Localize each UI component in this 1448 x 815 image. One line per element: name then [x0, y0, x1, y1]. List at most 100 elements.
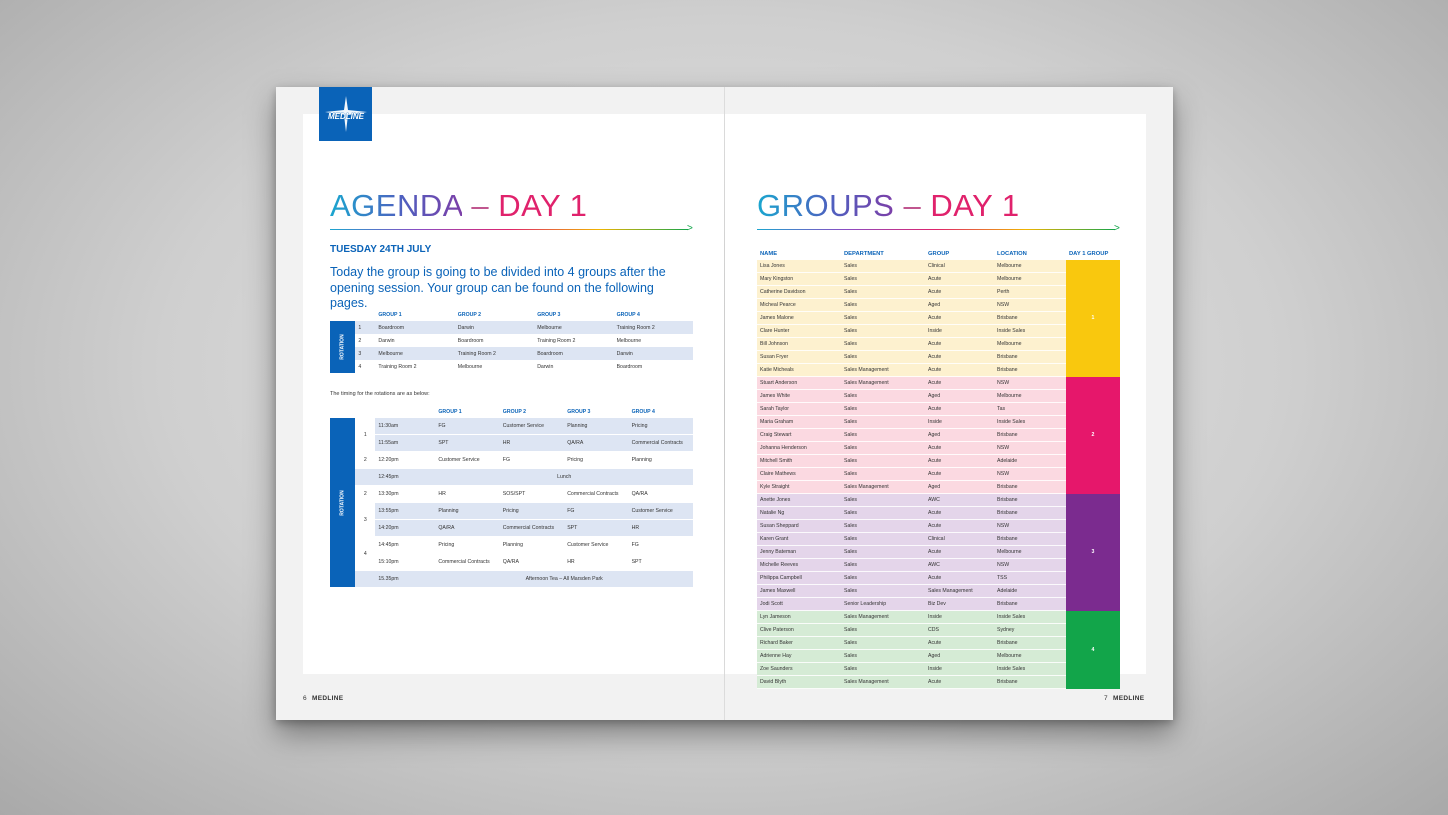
cell: NSW — [994, 441, 1066, 455]
cell: Senior Leadership — [841, 597, 925, 611]
rotation-table: GROUP 1 GROUP 2 GROUP 3 GROUP 4 ROTATION… — [330, 308, 693, 373]
cell: Richard Baker — [757, 636, 841, 650]
table-row: James Malone Sales Acute Brisbane — [757, 311, 1120, 325]
cell: Melbourne — [537, 324, 562, 331]
cell: Biz Dev — [925, 597, 994, 611]
cell: FG — [564, 502, 629, 520]
cell: Sales — [841, 415, 925, 429]
cell: Melbourne — [994, 545, 1066, 559]
cell: Sales Management — [841, 480, 925, 494]
row-number — [355, 570, 376, 588]
groups-title-main: GROUPS — [757, 188, 895, 223]
cell: Brisbane — [994, 636, 1066, 650]
table-row: James White Sales Aged Melbourne — [757, 389, 1120, 403]
agenda-title: AGENDA – DAY 1 — [330, 188, 587, 224]
table-row: 2 13:30pm HR SOS/SPT Commercial Contracts QA/… — [330, 485, 693, 503]
cell: Planning — [499, 536, 565, 554]
table-row: Philippa Campbell Sales Acute TSS — [757, 571, 1120, 585]
cell: Anette Jones — [757, 493, 841, 507]
timing-header: GROUP 4 — [631, 409, 655, 415]
cell: Acute — [925, 376, 994, 390]
cell: Katie Micheals — [757, 363, 841, 377]
cell: Susan Sheppard — [757, 519, 841, 533]
cell: FG — [435, 418, 500, 435]
time-cell: 14:20pm — [375, 519, 436, 537]
table-row: Johanna Henderson Sales Acute NSW — [757, 441, 1120, 455]
cell: Sales — [841, 402, 925, 416]
rotation-header: GROUP 4 — [616, 311, 640, 318]
table-row: Susan Fryer Sales Acute Brisbane — [757, 350, 1120, 364]
time-cell: 13:30pm — [375, 485, 436, 503]
timing-header: GROUP 1 — [438, 409, 462, 415]
cell: Melbourne — [457, 363, 483, 370]
cell: Brisbane — [994, 675, 1066, 689]
table-row: Lyn Jameson Sales Management Inside Inside … — [757, 610, 1120, 689]
cell: Inside Sales — [994, 610, 1066, 624]
table-row: Natalie Ng Sales Acute Brisbane — [757, 506, 1120, 520]
cell: Clinical — [925, 260, 994, 273]
row-number: 4 — [355, 536, 376, 571]
cell: NSW — [994, 467, 1066, 481]
cell: Sales — [841, 558, 925, 572]
cell: Sales Management — [841, 376, 925, 390]
cell: Commercial Contracts — [628, 434, 693, 452]
cell: Adelaide — [994, 454, 1066, 468]
cell: Commercial Contracts — [564, 485, 629, 503]
time-cell: 11:30am — [375, 418, 436, 435]
cell: HR — [499, 434, 565, 452]
table-row: Jodi Scott Senior Leadership Biz Dev Brisba… — [757, 597, 1120, 611]
cell: AWC — [925, 493, 994, 507]
groups-title-sep: – — [894, 188, 931, 223]
cell: Acute — [925, 285, 994, 299]
cell: Sales — [841, 272, 925, 286]
cell: Sales — [841, 428, 925, 442]
table-row: 15.35pm Afternoon Tea – All Marsden Park — [330, 570, 693, 588]
row-number: 3 — [358, 350, 362, 357]
cell: Melbourne — [378, 350, 403, 357]
cell: Pricing — [435, 536, 500, 554]
groups-header: LOCATION — [997, 250, 1027, 257]
groups-table: NAME DEPARTMENT GROUP LOCATION DAY 1 GRO… — [757, 247, 1120, 689]
cell: Training Room 2 — [616, 324, 655, 331]
cell: Sales — [841, 389, 925, 403]
table-row: David Blyth Sales Management Acute Brisbane — [757, 675, 1120, 689]
cell: Acute — [925, 441, 994, 455]
cell: QA/RA — [499, 553, 565, 571]
cell: FG — [628, 536, 693, 554]
table-row: 4 14:45pm Pricing Planning Customer Service F… — [330, 536, 693, 571]
cell: Sales — [841, 545, 925, 559]
cell: Sales — [841, 493, 925, 507]
groups-header: GROUP — [928, 250, 950, 257]
cell: Acute — [925, 350, 994, 364]
cell: Boardroom — [378, 324, 405, 331]
cell: Sales Management — [841, 675, 925, 689]
cell: Brisbane — [994, 506, 1066, 520]
table-row: Karen Grant Sales Clinical Brisbane — [757, 532, 1120, 546]
agenda-intro: Today the group is going to be divided i… — [330, 265, 666, 310]
table-row: Katie Micheals Sales Management Acute Brisb… — [757, 363, 1120, 377]
cell: Sales — [841, 350, 925, 364]
cell: Customer Service — [564, 536, 629, 554]
timing-header: GROUP 2 — [502, 409, 527, 415]
table-row: 4 Training Room 2 Melbourne Darwin Board… — [330, 360, 693, 373]
rotation-header: GROUP 3 — [537, 311, 561, 318]
cell: Inside — [925, 415, 994, 429]
row-number: 3 — [355, 502, 376, 537]
cell: Brisbane — [994, 597, 1066, 611]
cell: Darwin — [616, 350, 633, 357]
cell: David Blyth — [757, 675, 841, 689]
cell: Darwin — [457, 324, 474, 331]
cell: Brisbane — [994, 428, 1066, 442]
cell: Natalie Ng — [757, 506, 841, 520]
agenda-date: TUESDAY 24TH JULY — [330, 244, 432, 255]
cell: Acute — [925, 337, 994, 351]
cell: Sales — [841, 636, 925, 650]
cell: Sales Management — [925, 584, 994, 598]
cell: NSW — [994, 519, 1066, 533]
cell: Customer Service — [499, 418, 565, 435]
cell: Philippa Campbell — [757, 571, 841, 585]
cell: Darwin — [537, 363, 554, 370]
time-cell: 13:55pm — [375, 502, 436, 520]
cell: QA/RA — [564, 434, 629, 452]
cell: Inside — [925, 610, 994, 624]
